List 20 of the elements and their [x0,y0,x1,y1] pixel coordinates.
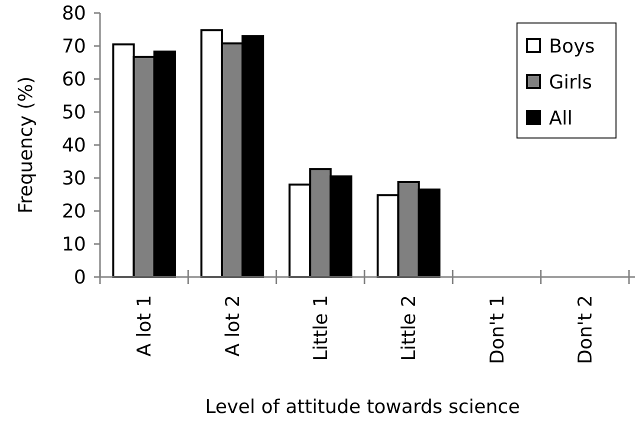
x-axis-title: Level of attitude towards science [205,396,520,418]
x-tick-label: Little 2 [398,295,420,361]
x-tick-label: Don't 1 [486,295,508,364]
x-tick-label: A lot 1 [134,295,156,357]
y-tick-label: 60 [62,68,86,91]
y-tick-label: 80 [62,2,86,25]
legend-label: All [549,108,573,130]
legend-label: Girls [549,72,592,94]
y-tick-label: 0 [74,266,86,289]
x-tick-label: Little 1 [310,295,332,361]
x-tick-label: Don't 2 [574,295,597,364]
y-tick-label: 20 [62,200,86,223]
y-tick-label: 30 [62,168,86,190]
y-tick-label: 50 [62,102,86,124]
y-axis-title: Frequency (%) [15,76,37,214]
y-tick-label: 70 [62,36,86,58]
legend-label: Boys [549,36,595,58]
y-tick-label: 10 [62,234,86,256]
y-tick-label: 40 [62,134,86,157]
x-tick-label: A lot 2 [222,295,244,357]
